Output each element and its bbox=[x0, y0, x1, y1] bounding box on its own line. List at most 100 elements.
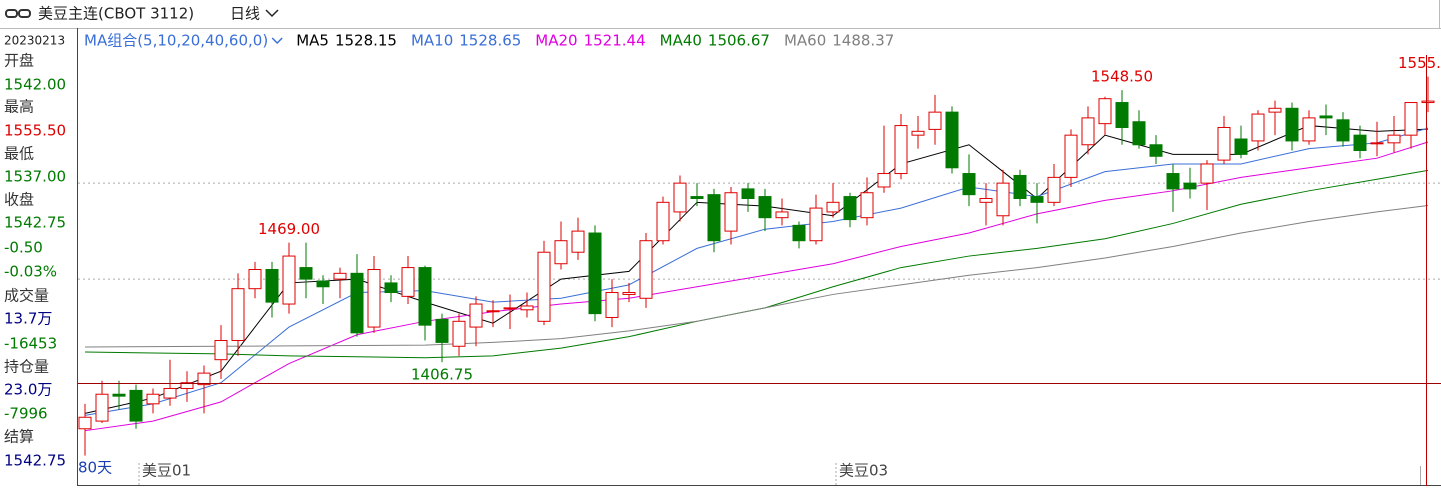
candle-body bbox=[435, 318, 449, 343]
info-row: -0.50 bbox=[4, 239, 43, 257]
candle-body bbox=[1217, 126, 1231, 161]
info-row: 13.7万 bbox=[4, 310, 52, 328]
candle-body bbox=[163, 387, 177, 399]
period-select[interactable]: 日线 bbox=[230, 5, 260, 23]
candle-body bbox=[1013, 174, 1027, 199]
candle-body bbox=[656, 201, 670, 242]
candle-body bbox=[350, 272, 364, 334]
candle-body bbox=[1285, 107, 1299, 142]
candle-body bbox=[1064, 134, 1078, 178]
candle-body bbox=[622, 292, 636, 295]
info-row: 1555.50 bbox=[4, 122, 66, 140]
candle-body bbox=[1166, 173, 1180, 190]
instrument-title[interactable]: 美豆主连(CBOT 3112) bbox=[38, 5, 194, 23]
candle-body bbox=[979, 197, 993, 203]
candle-body bbox=[1404, 102, 1418, 136]
candle-body bbox=[1336, 119, 1350, 142]
legend-value: 1528.15 bbox=[335, 32, 397, 50]
candle-body bbox=[809, 207, 823, 242]
candle-body bbox=[996, 182, 1010, 217]
candle-body bbox=[588, 232, 602, 315]
price-annotation: 1555.50 bbox=[1398, 54, 1441, 72]
info-row: -16453 bbox=[4, 335, 57, 353]
candle-body bbox=[639, 240, 653, 299]
ma-line bbox=[84, 141, 1429, 432]
candle-body bbox=[367, 268, 381, 328]
info-row: 20230213 bbox=[4, 34, 65, 48]
price-annotation: 1548.50 bbox=[1091, 68, 1153, 86]
candle-body bbox=[962, 173, 976, 196]
x-tick-label: 美豆03 bbox=[839, 462, 888, 480]
candle-body bbox=[826, 201, 840, 213]
candle-body bbox=[95, 393, 109, 422]
candle-body bbox=[1183, 182, 1197, 190]
candle-body bbox=[894, 125, 908, 175]
info-row: 开盘 bbox=[4, 52, 34, 70]
info-row: 最高 bbox=[4, 98, 34, 116]
info-row: 1542.00 bbox=[4, 76, 66, 94]
legend-value: 1488.37 bbox=[832, 32, 894, 50]
candle-body bbox=[129, 389, 143, 422]
candle-body bbox=[333, 272, 347, 280]
plot-area: 美豆01 美豆03 1469.00 1406.75 1548.50 1555.50 bbox=[78, 54, 1441, 486]
candle-body bbox=[248, 268, 262, 290]
legend-value: 1521.44 bbox=[584, 32, 646, 50]
legend-name: MA10 bbox=[411, 32, 453, 50]
candle-body bbox=[571, 230, 585, 253]
candle-body bbox=[1234, 138, 1248, 155]
candle-body bbox=[758, 196, 772, 219]
info-row: 成交量 bbox=[4, 287, 49, 305]
info-panel: 20230213 开盘 1542.00 最高 1555.50 最低 1537.00 收盘 154… bbox=[4, 34, 66, 470]
info-row: 1542.75 bbox=[4, 452, 66, 470]
candle-body bbox=[1115, 102, 1129, 128]
candle-body bbox=[1421, 100, 1435, 104]
info-row: -0.03% bbox=[4, 263, 57, 281]
candle-body bbox=[384, 282, 398, 294]
candle-body bbox=[911, 130, 925, 136]
candle-body bbox=[469, 303, 483, 328]
candle-body bbox=[1081, 117, 1095, 146]
candle-body bbox=[1370, 142, 1384, 145]
info-row: -7996 bbox=[4, 405, 48, 423]
candle-body bbox=[112, 393, 126, 397]
legend-title: MA组合(5,10,20,40,60,0) bbox=[84, 32, 268, 50]
candle-body bbox=[775, 211, 789, 219]
candle-body bbox=[1098, 98, 1112, 125]
candle-body bbox=[860, 192, 874, 219]
candle-body bbox=[877, 173, 891, 188]
candle-body bbox=[452, 320, 466, 347]
candle-body bbox=[503, 307, 517, 310]
candle-body bbox=[724, 192, 738, 232]
candle-body bbox=[1319, 115, 1333, 119]
candle-body bbox=[605, 292, 619, 318]
candle-body bbox=[741, 188, 755, 199]
candle-body bbox=[673, 182, 687, 213]
candle-body bbox=[418, 267, 432, 326]
candle-body bbox=[792, 224, 806, 242]
candle-body bbox=[78, 416, 92, 430]
info-row: 1537.00 bbox=[4, 168, 66, 186]
legend-dropdown bbox=[271, 37, 283, 45]
candle-body bbox=[1149, 144, 1163, 157]
candle-body bbox=[180, 382, 194, 389]
candle-body bbox=[1302, 117, 1316, 142]
info-row: 23.0万 bbox=[4, 381, 52, 399]
legend-value: 1528.65 bbox=[459, 32, 521, 50]
price-annotation: 1469.00 bbox=[258, 220, 320, 238]
dropdown-arrow[interactable] bbox=[265, 9, 279, 18]
legend: MA组合(5,10,20,40,60,0) MA5 1528.15 MA10 1528.… bbox=[84, 32, 894, 50]
candle-body bbox=[537, 251, 551, 322]
candle-body bbox=[401, 267, 415, 297]
candle-body bbox=[1030, 196, 1044, 203]
info-row: 结算 bbox=[4, 428, 34, 446]
candle-body bbox=[690, 196, 704, 199]
legend-name: MA20 bbox=[535, 32, 577, 50]
candle-body bbox=[707, 194, 721, 242]
candle-body bbox=[1132, 121, 1146, 146]
x-tick-label: 美豆01 bbox=[142, 462, 191, 480]
candle-body bbox=[486, 310, 500, 313]
candle-body bbox=[316, 280, 330, 288]
legend-name: MA60 bbox=[784, 32, 826, 50]
